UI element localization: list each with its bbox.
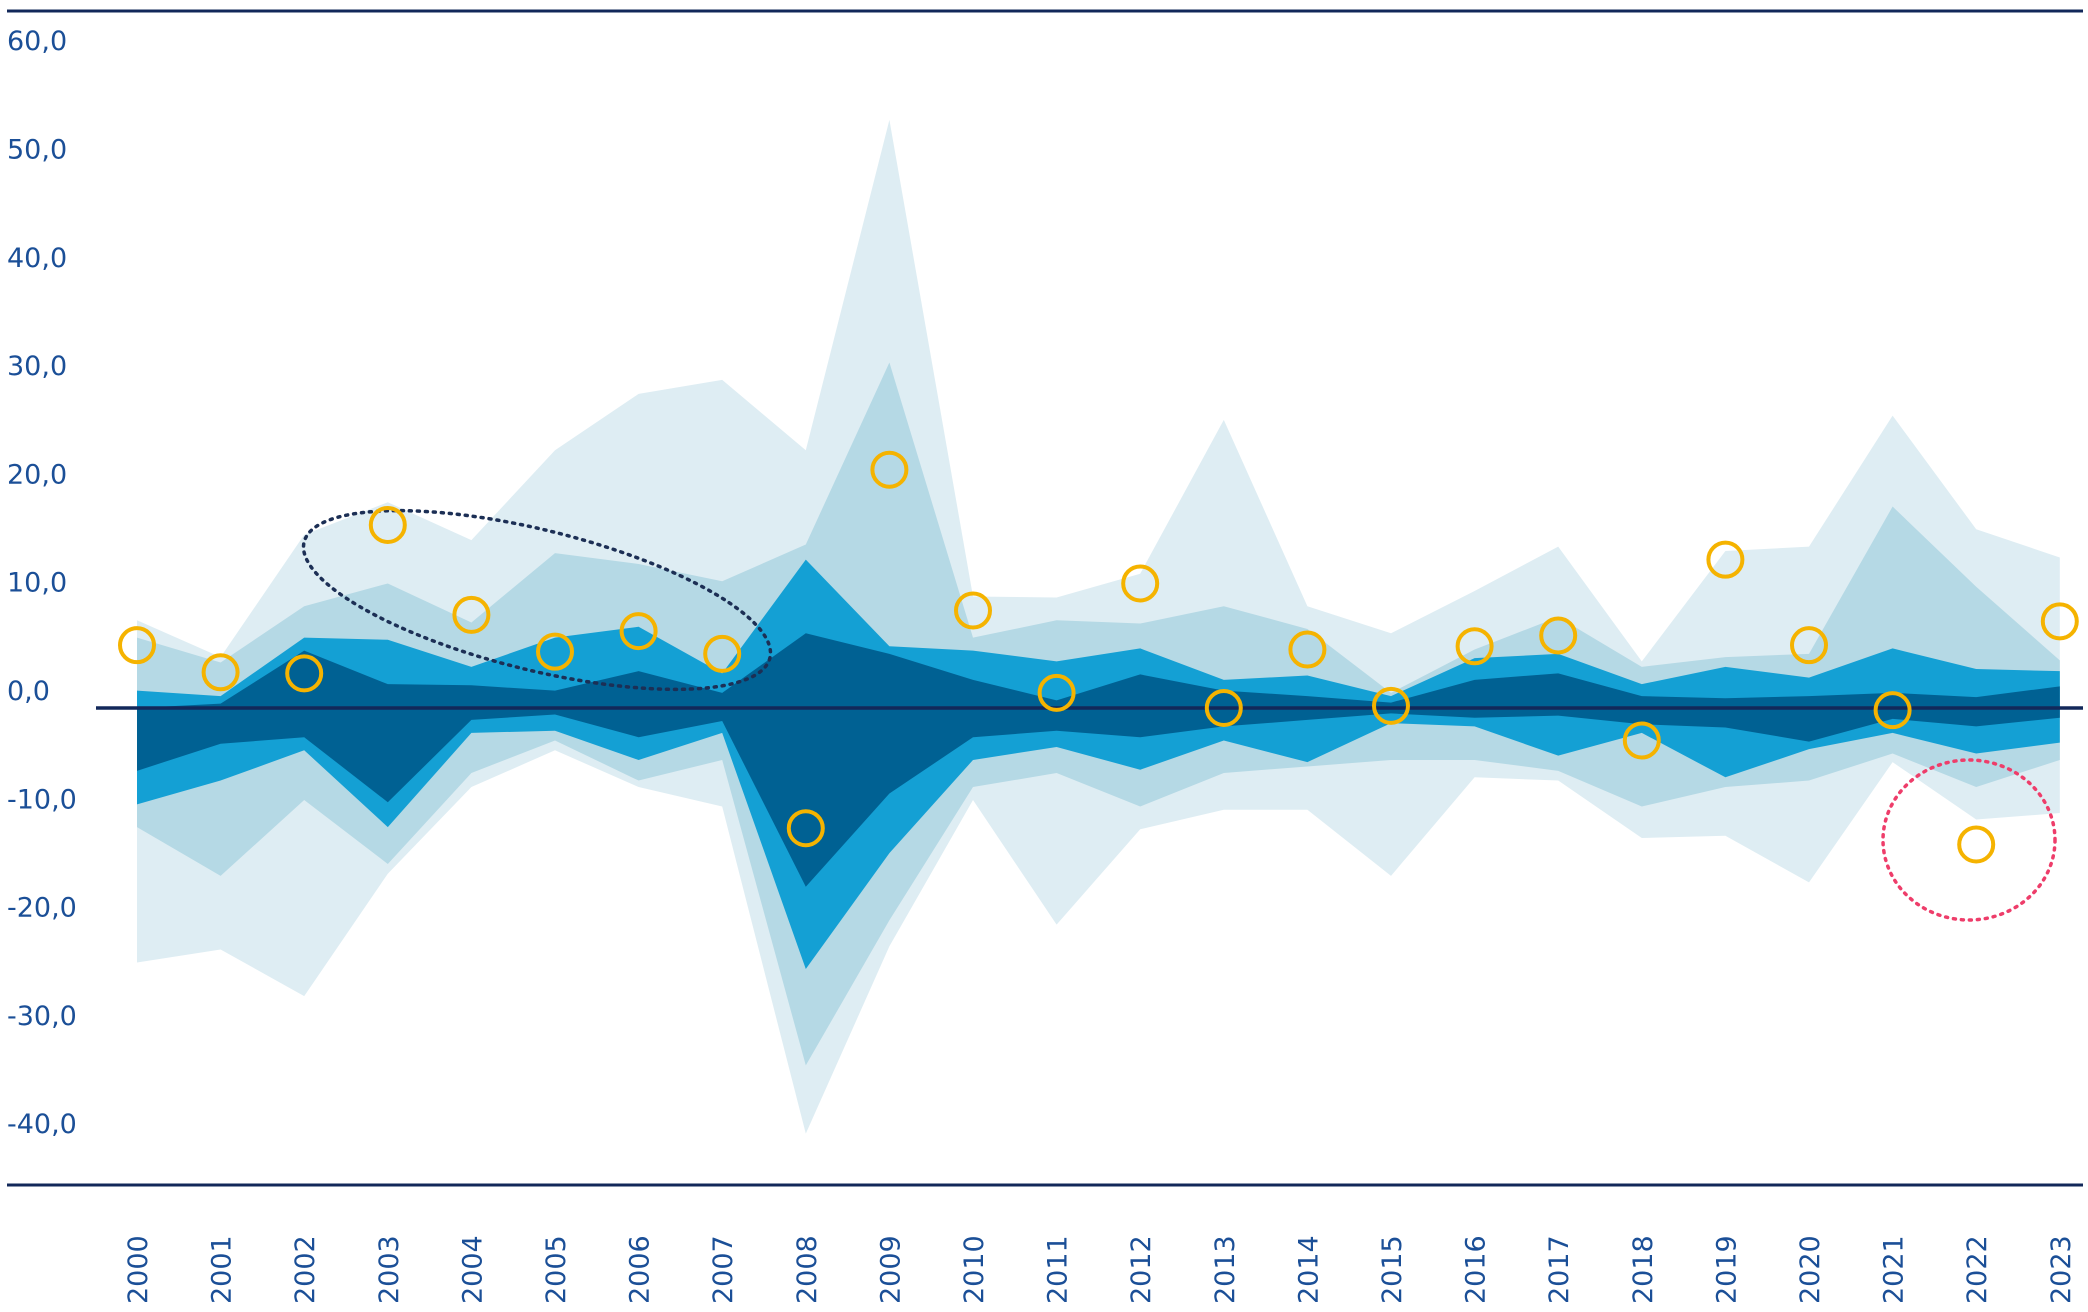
data-point-2021: [1873, 691, 1912, 730]
band-3: [137, 559, 2060, 970]
x-tick-label: 2021: [1879, 1235, 1910, 1304]
x-tick-label: 2020: [1795, 1235, 1826, 1304]
data-point-2007: [703, 634, 742, 673]
x-tick-label: 2017: [1544, 1235, 1575, 1304]
x-tick-label: 2012: [1126, 1235, 1157, 1304]
data-point-2022: [1957, 825, 1996, 864]
dotted-circle-annotation: [1881, 758, 2057, 922]
x-tick-label: 2010: [959, 1235, 990, 1304]
band-4: [137, 633, 2060, 887]
data-point-2011: [1037, 673, 1076, 712]
x-tick-label: 2007: [708, 1235, 739, 1304]
data-point-2009: [870, 450, 909, 489]
data-point-2002: [285, 654, 324, 693]
x-tick-label: 2011: [1043, 1235, 1074, 1304]
data-point-2004: [452, 595, 491, 634]
y-tick-label: 30,0: [7, 351, 67, 382]
y-tick-label: -10,0: [7, 784, 77, 815]
x-axis-ticks: 2000 2001 2002 2003 2004 2005 2006 2007 2008 2009…: [123, 1235, 2077, 1304]
x-tick-label: 2000: [123, 1235, 154, 1304]
data-point-2014: [1288, 630, 1327, 669]
y-tick-label: 50,0: [7, 135, 67, 166]
y-tick-label: 10,0: [7, 568, 67, 599]
x-tick-label: 2006: [625, 1235, 656, 1304]
data-point-2012: [1121, 564, 1160, 603]
data-point-2000: [118, 626, 156, 665]
data-point-2008: [786, 809, 825, 848]
x-tick-label: 2001: [207, 1235, 238, 1304]
y-tick-label: 40,0: [7, 243, 67, 274]
y-tick-label: 20,0: [7, 459, 67, 490]
y-tick-label: -20,0: [7, 893, 77, 924]
data-point-2003: [368, 505, 407, 544]
x-tick-label: 2005: [541, 1235, 572, 1304]
annotation-layer: [301, 508, 2057, 922]
x-tick-label: 2013: [1210, 1235, 1241, 1304]
y-tick-label: 60,0: [7, 26, 67, 57]
data-point-2019: [1706, 540, 1745, 579]
band-layer: [137, 119, 2060, 1134]
x-tick-label: 2009: [875, 1235, 906, 1304]
x-tick-label: 2018: [1628, 1235, 1659, 1304]
data-point-2017: [1539, 616, 1578, 655]
data-point-2010: [954, 591, 992, 630]
data-point-2023: [2040, 602, 2079, 641]
x-tick-label: 2019: [1711, 1235, 1742, 1304]
x-tick-label: 2002: [290, 1235, 321, 1304]
x-tick-label: 2022: [1962, 1235, 1993, 1304]
y-tick-label: 0,0: [7, 676, 50, 707]
point-layer: [118, 450, 2079, 864]
data-point-2006: [619, 612, 658, 651]
x-tick-label: 2003: [374, 1235, 405, 1304]
data-point-2020: [1790, 626, 1828, 665]
data-point-2018: [1622, 721, 1661, 760]
data-point-2016: [1455, 627, 1494, 666]
y-tick-label: -40,0: [7, 1109, 77, 1140]
dotted-ellipse-annotation: [301, 508, 773, 692]
x-tick-label: 2008: [792, 1235, 823, 1304]
data-point-2015: [1372, 686, 1410, 725]
x-tick-label: 2015: [1377, 1235, 1408, 1304]
x-tick-label: 2023: [2046, 1235, 2077, 1304]
data-point-2013: [1204, 689, 1243, 727]
y-axis-ticks: 60,0 50,0 40,0 30,0 20,0 10,0 0,0 -10,0 -20,0 -30…: [7, 26, 77, 1140]
x-tick-label: 2016: [1461, 1235, 1492, 1304]
data-point-2001: [201, 653, 240, 692]
x-tick-label: 2004: [457, 1235, 488, 1304]
y-tick-label: -30,0: [7, 1001, 77, 1032]
x-tick-label: 2014: [1293, 1235, 1324, 1304]
data-point-2005: [536, 632, 574, 671]
